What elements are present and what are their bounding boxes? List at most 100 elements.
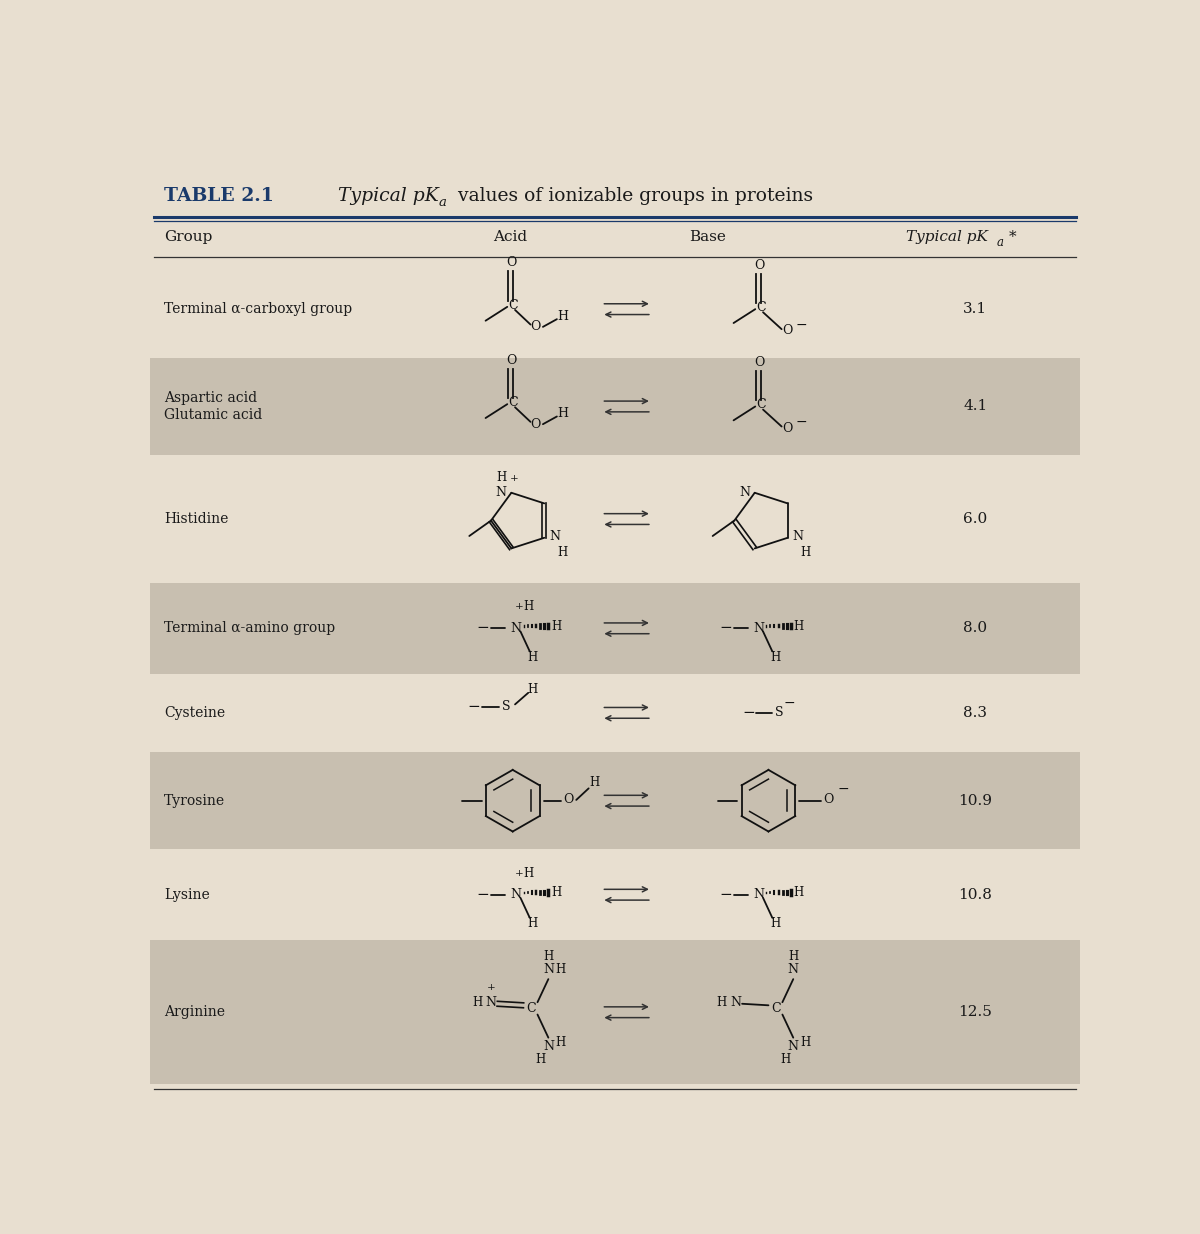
Text: H: H [716, 996, 727, 1008]
Text: −: − [838, 782, 848, 796]
Text: Group: Group [164, 231, 212, 244]
Text: S: S [775, 706, 784, 719]
Text: 6.0: 6.0 [964, 512, 988, 526]
Text: O: O [782, 422, 793, 434]
Text: Arginine: Arginine [164, 1006, 224, 1019]
Text: H: H [793, 619, 804, 633]
Text: N: N [496, 486, 506, 500]
Text: C: C [509, 299, 518, 312]
Text: N: N [486, 996, 497, 1008]
Text: H: H [523, 600, 533, 613]
Text: +: + [515, 869, 523, 877]
Text: H: H [528, 652, 538, 664]
Text: C: C [757, 399, 767, 411]
Text: −: − [796, 317, 808, 332]
Text: O: O [823, 792, 834, 806]
Text: Typical pK: Typical pK [906, 231, 988, 244]
Text: H: H [528, 917, 538, 930]
Text: Base: Base [690, 231, 726, 244]
Text: N: N [542, 1040, 554, 1054]
Text: H: H [528, 684, 538, 696]
Text: Lysine: Lysine [164, 887, 210, 902]
Text: *: * [1009, 231, 1016, 244]
Text: −: − [468, 700, 480, 713]
Text: C: C [527, 1002, 536, 1014]
Text: H: H [556, 1035, 566, 1049]
Text: H: H [800, 1035, 811, 1049]
Text: 8.0: 8.0 [964, 622, 988, 636]
Text: H: H [788, 950, 798, 964]
Text: O: O [530, 321, 540, 333]
Text: H: H [557, 545, 568, 559]
Text: N: N [787, 1040, 799, 1054]
Text: 10.8: 10.8 [959, 887, 992, 902]
Bar [150, 752, 1080, 849]
Text: O: O [563, 792, 574, 806]
Text: C: C [772, 1002, 781, 1014]
Text: Tyrosine: Tyrosine [164, 793, 226, 808]
Text: H: H [523, 866, 533, 880]
Text: H: H [554, 964, 565, 976]
Text: Terminal α-amino group: Terminal α-amino group [164, 622, 335, 636]
Text: O: O [755, 357, 766, 369]
Text: H: H [496, 471, 506, 484]
Text: Histidine: Histidine [164, 512, 228, 526]
Text: −: − [720, 622, 732, 636]
Text: 3.1: 3.1 [964, 302, 988, 316]
Text: +: + [487, 983, 496, 992]
Text: Typical pK: Typical pK [337, 186, 438, 205]
Text: −: − [720, 887, 732, 902]
Text: H: H [551, 619, 562, 633]
Text: N: N [510, 622, 521, 634]
Text: O: O [755, 259, 766, 271]
Text: Acid: Acid [493, 231, 528, 244]
Text: H: H [558, 407, 569, 420]
Bar [150, 582, 1080, 674]
Text: H: H [544, 950, 553, 964]
Text: O: O [530, 417, 540, 431]
Text: H: H [551, 886, 562, 898]
Text: 10.9: 10.9 [959, 793, 992, 808]
Text: H: H [793, 886, 804, 898]
Text: C: C [509, 396, 518, 410]
Text: C: C [757, 301, 767, 315]
Text: O: O [782, 325, 793, 337]
Text: N: N [792, 529, 803, 543]
Text: N: N [731, 996, 742, 1008]
Text: N: N [542, 964, 554, 976]
Text: −: − [742, 706, 755, 719]
Text: H: H [472, 996, 482, 1008]
Text: 8.3: 8.3 [964, 706, 988, 719]
Text: N: N [510, 888, 521, 901]
Text: N: N [739, 486, 750, 500]
Bar [150, 358, 1080, 455]
Text: a: a [997, 236, 1004, 249]
Bar [150, 940, 1080, 1085]
Text: H: H [800, 545, 810, 559]
Text: −: − [476, 887, 490, 902]
Text: S: S [503, 700, 511, 713]
Text: Terminal α-carboxyl group: Terminal α-carboxyl group [164, 302, 352, 316]
Text: +: + [515, 602, 523, 611]
Text: values of ionizable groups in proteins: values of ionizable groups in proteins [452, 186, 814, 205]
Text: H: H [535, 1053, 546, 1066]
Text: H: H [589, 776, 599, 790]
Text: N: N [787, 964, 799, 976]
Text: H: H [558, 310, 569, 322]
Text: O: O [506, 257, 517, 269]
Text: H: H [770, 917, 780, 930]
Text: N: N [548, 529, 560, 543]
Text: −: − [476, 622, 490, 636]
Text: 4.1: 4.1 [964, 400, 988, 413]
Text: H: H [780, 1053, 791, 1066]
Text: N: N [752, 888, 764, 901]
Text: a: a [438, 196, 446, 210]
Text: TABLE 2.1: TABLE 2.1 [164, 186, 274, 205]
Text: +: + [510, 474, 518, 484]
Text: −: − [784, 696, 796, 710]
Text: Cysteine: Cysteine [164, 706, 226, 719]
Text: N: N [752, 622, 764, 634]
Text: 12.5: 12.5 [959, 1006, 992, 1019]
Text: H: H [770, 652, 780, 664]
Text: O: O [506, 354, 517, 366]
